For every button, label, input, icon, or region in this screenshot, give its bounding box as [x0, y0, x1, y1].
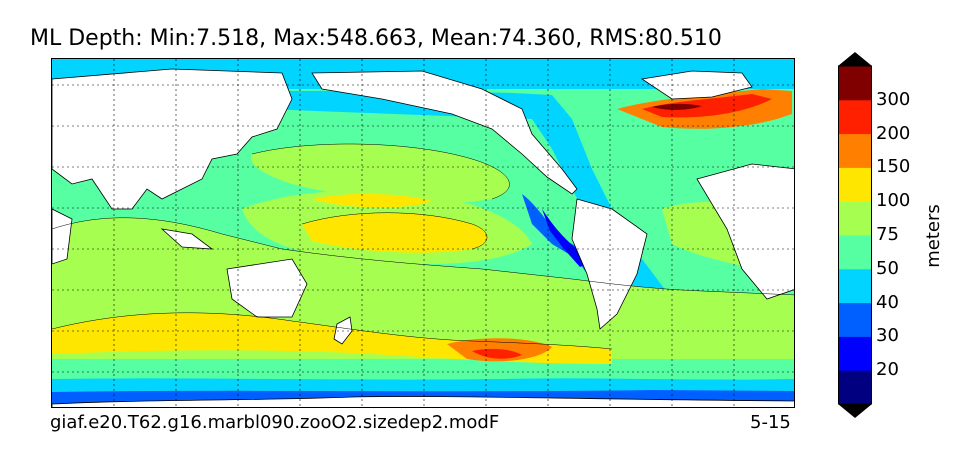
- africa-land: [696, 163, 794, 300]
- colorbar-tick-label: 30: [876, 325, 899, 347]
- eurasia-land: [52, 68, 293, 210]
- eastern-pacific-shallowest: [542, 209, 587, 267]
- colorbar-tick-label: 100: [876, 190, 911, 212]
- southeast-pacific-200-300: [472, 348, 522, 359]
- chart-title: ML Depth: Min:7.518, Max:548.663, Mean:7…: [30, 26, 722, 51]
- colorbar: [838, 52, 872, 418]
- colorbar-segment: [838, 167, 872, 202]
- years-label: 5-15: [750, 412, 791, 433]
- colorbar-extend-max: [838, 52, 872, 66]
- colorbar-segment: [838, 302, 872, 337]
- central-pacific-100-150: [312, 193, 432, 208]
- new-zealand-land: [333, 316, 353, 345]
- colorbar-segment: [838, 201, 872, 236]
- colorbar-tick-label: 200: [876, 122, 911, 144]
- north-pacific-75-100: [251, 143, 510, 204]
- north-america-land: [311, 70, 578, 195]
- south-america-land: [571, 198, 648, 330]
- colorbar-label: meters: [923, 204, 944, 268]
- colorbar-segment: [838, 66, 872, 101]
- north-atlantic-200-300: [642, 94, 772, 118]
- colorbar-segment: [838, 336, 872, 371]
- colorbar-segment: [838, 268, 872, 304]
- colorbar-segment: [838, 235, 872, 270]
- ocean-map-svg: [52, 59, 794, 407]
- colorbar-segment: [838, 133, 872, 168]
- graticule: [52, 59, 794, 407]
- colorbar-tick-label: 50: [876, 257, 899, 279]
- ocean-map: [51, 58, 795, 408]
- africa-west-land: [52, 208, 73, 265]
- colorbar-segment: [838, 99, 872, 135]
- colorbar-tick-label: 300: [876, 88, 911, 110]
- australia-land: [226, 258, 308, 318]
- case-name-label: giaf.e20.T62.g16.marbl090.zooO2.sizedep2…: [50, 412, 500, 433]
- colorbar-tick-label: 75: [876, 224, 899, 245]
- colorbar-tick-label: 40: [876, 291, 899, 313]
- colorbar-tick-label: 150: [876, 156, 911, 178]
- land-masses: [52, 68, 794, 407]
- antarctica-land: [52, 396, 794, 407]
- colorbar-extend-min: [838, 404, 872, 418]
- north-atlantic-deep: [652, 103, 702, 110]
- colorbar-tick-label: 20: [876, 359, 899, 381]
- subtropical-pacific-100-150: [302, 212, 487, 253]
- colorbar-outline: [838, 65, 872, 405]
- colorbar-segment: [838, 370, 872, 405]
